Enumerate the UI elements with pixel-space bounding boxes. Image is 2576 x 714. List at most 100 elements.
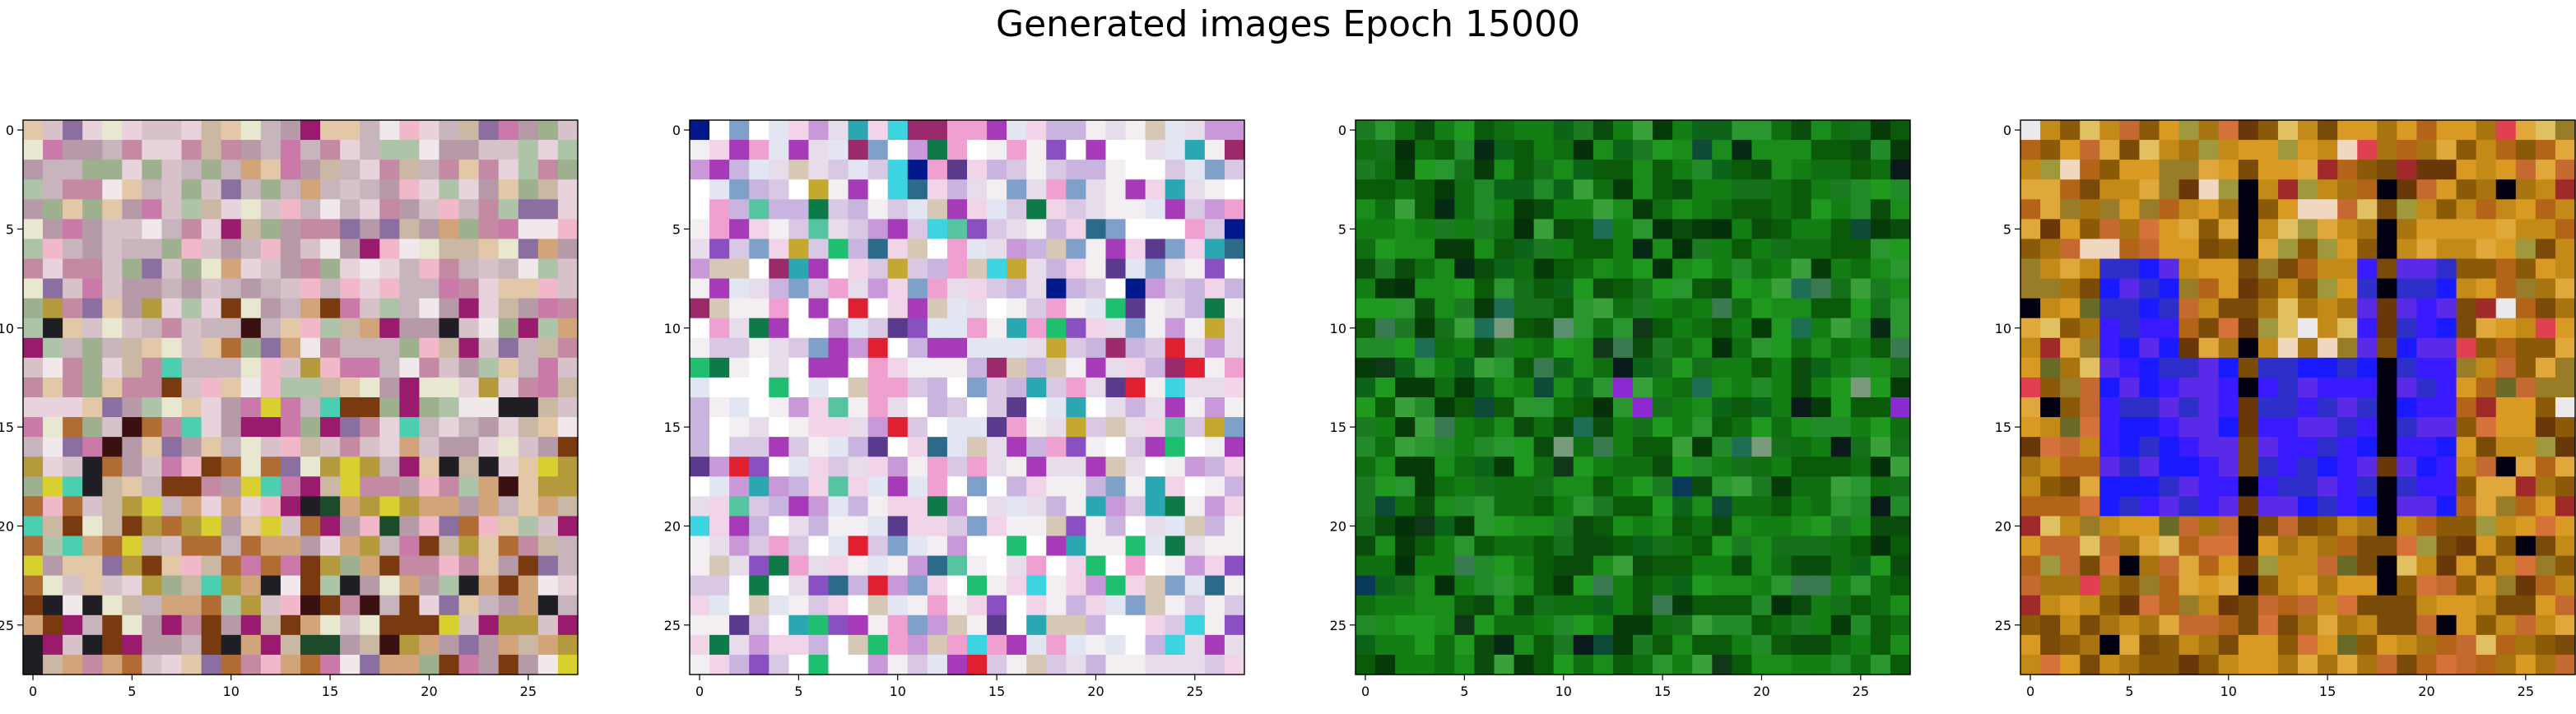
pixel-cell: [1672, 318, 1693, 339]
pixel-cell: [2495, 120, 2517, 141]
pixel-cell: [221, 457, 242, 477]
pixel-cell: [518, 278, 539, 299]
pixel-cell: [399, 595, 421, 616]
pixel-cell: [2555, 595, 2576, 616]
pixel-cell: [379, 595, 400, 616]
pixel-cell: [2436, 258, 2457, 280]
pixel-cell: [557, 357, 579, 378]
pixel-cell: [1184, 318, 1206, 339]
pixel-cell: [23, 437, 44, 457]
pixel-cell: [1415, 575, 1435, 596]
pixel-cell: [2040, 160, 2061, 180]
pixel-cell: [2257, 318, 2279, 339]
pixel-cell: [1415, 536, 1435, 557]
pixel-cell: [360, 496, 380, 517]
pixel-cell: [1633, 595, 1653, 616]
pixel-cell: [887, 555, 909, 577]
pixel-cell: [439, 496, 460, 517]
pixel-cell: [2416, 377, 2438, 398]
pixel-cell: [1593, 496, 1614, 517]
pixel-cell: [419, 337, 440, 359]
pixel-cell: [439, 298, 460, 319]
pixel-cell: [749, 397, 770, 418]
pixel-cell: [557, 258, 579, 280]
pixel-cell: [1066, 496, 1087, 517]
pixel-cell: [23, 258, 44, 280]
pixel-cell: [1494, 496, 1515, 517]
pixel-cell: [1514, 634, 1535, 656]
pixel-cell: [1375, 437, 1396, 457]
pixel-cell: [2318, 120, 2338, 141]
pixel-cell: [557, 654, 579, 675]
pixel-cell: [2456, 397, 2477, 418]
pixel-cell: [320, 160, 341, 180]
pixel-cell: [887, 457, 909, 477]
pixel-cell: [1086, 536, 1107, 557]
pixel-cell: [848, 457, 869, 477]
pixel-cell: [1573, 258, 1594, 280]
pixel-cell: [828, 634, 849, 656]
pixel-cell: [2080, 377, 2100, 398]
pixel-cell: [1692, 120, 1713, 141]
pixel-cell: [808, 140, 830, 160]
pixel-cell: [828, 357, 849, 378]
pixel-cell: [1850, 337, 1872, 359]
pixel-cell: [1165, 278, 1186, 299]
pixel-cell: [2178, 575, 2200, 596]
pixel-cell: [1811, 357, 1832, 378]
pixel-cell: [1692, 457, 1713, 477]
pixel-cell: [808, 199, 830, 220]
pixel-cell: [828, 457, 849, 477]
pixel-cell: [690, 496, 710, 517]
pixel-cell: [181, 496, 202, 517]
pixel-cell: [63, 298, 83, 319]
pixel-cell: [320, 575, 341, 596]
pixel-cell: [1692, 437, 1713, 457]
pixel-cell: [1395, 654, 1416, 675]
pixel-cell: [907, 377, 928, 398]
pixel-cell: [1145, 160, 1166, 180]
pixel-cell: [1612, 258, 1634, 280]
pixel-cell: [2397, 555, 2418, 577]
pixel-cell: [2397, 437, 2418, 457]
pixel-cell: [2119, 140, 2141, 160]
pixel-cell: [769, 278, 789, 299]
pixel-cell: [1066, 219, 1087, 240]
pixel-cell: [1007, 634, 1027, 656]
pixel-cell: [1434, 298, 1455, 319]
pixel-cell: [43, 457, 63, 477]
pixel-cell: [43, 239, 63, 260]
pixel-cell: [1533, 160, 1555, 180]
pixel-cell: [320, 476, 341, 497]
pixel-cell: [1514, 278, 1535, 299]
pixel-cell: [340, 575, 360, 596]
pixel-cell: [1672, 377, 1693, 398]
pixel-cell: [2277, 457, 2299, 477]
pixel-cell: [2139, 160, 2160, 180]
pixel-cell: [1355, 179, 1376, 200]
pixel-cell: [1751, 298, 1773, 319]
pixel-cell: [1653, 536, 1673, 557]
pixel-cell: [1830, 160, 1852, 180]
pixel-cell: [320, 357, 341, 378]
pixel-cell: [1375, 357, 1396, 378]
pixel-cell: [2298, 417, 2318, 438]
pixel-cell: [1454, 219, 1476, 240]
pixel-cell: [2238, 239, 2259, 260]
pixel-cell: [2337, 199, 2358, 220]
pixel-cell: [557, 417, 579, 438]
pixel-cell: [1415, 634, 1435, 656]
pixel-cell: [1533, 199, 1555, 220]
pixel-cell: [221, 258, 242, 280]
pixel-cell: [2555, 437, 2576, 457]
pixel-cell: [887, 595, 909, 616]
pixel-cell: [1086, 219, 1107, 240]
pixel-cell: [1553, 496, 1574, 517]
pixel-cell: [161, 357, 183, 378]
pixel-cell: [2277, 199, 2299, 220]
pixel-cell: [1007, 199, 1027, 220]
pixel-cell: [2495, 457, 2517, 477]
pixel-cell: [1105, 318, 1127, 339]
pixel-cell: [2357, 258, 2378, 280]
pixel-cell: [1066, 318, 1087, 339]
